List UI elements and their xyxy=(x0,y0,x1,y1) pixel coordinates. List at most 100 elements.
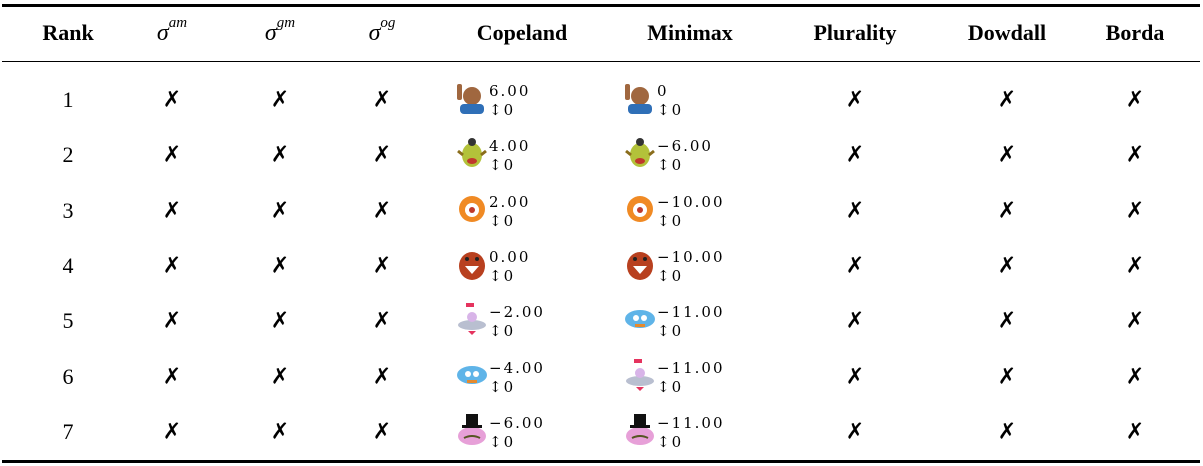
icon xyxy=(459,195,485,222)
header-rule xyxy=(2,61,1200,62)
cross-mark: ✗ xyxy=(845,87,865,113)
candidate-icon xyxy=(622,357,658,393)
cross-mark: ✗ xyxy=(270,364,290,389)
bottom-rule xyxy=(2,460,1200,463)
score: −10.00 xyxy=(657,192,725,211)
candidate-icon xyxy=(454,301,490,337)
cross-mark: ✗ xyxy=(162,87,182,113)
cross-mark: ✗ xyxy=(845,308,865,334)
icon xyxy=(626,358,654,391)
score: 0.00 xyxy=(489,247,531,266)
column-header: σog xyxy=(368,15,396,47)
candidate-icon xyxy=(454,412,490,448)
cross-mark: ✗ xyxy=(845,253,865,279)
cross-mark: ✗ xyxy=(162,198,182,224)
score: −4.00 xyxy=(489,358,545,377)
rank-change: ↕0 xyxy=(489,211,516,230)
score: 0 xyxy=(657,82,669,100)
sigma: σ xyxy=(264,20,277,46)
candidate-icon xyxy=(454,191,490,227)
cross-mark: ✗ xyxy=(997,308,1017,334)
rank-change: ↕0 xyxy=(657,101,684,119)
cross-mark: ✗ xyxy=(270,308,290,334)
candidate-icon xyxy=(454,135,490,171)
cross-mark: ✗ xyxy=(372,253,392,279)
cross-mark: ✗ xyxy=(372,419,392,445)
rank-change: ↕0 xyxy=(657,266,684,285)
cross-mark: ✗ xyxy=(372,364,392,389)
score: −2.00 xyxy=(489,303,545,322)
cross-mark: ✗ xyxy=(1125,308,1145,334)
cross-mark: ✗ xyxy=(270,142,290,168)
icon xyxy=(625,310,655,329)
rank-change: ↕0 xyxy=(657,322,684,341)
candidate-icon xyxy=(454,246,490,282)
cross-mark: ✗ xyxy=(845,198,865,224)
cross-mark: ✗ xyxy=(845,419,865,445)
column-header: Minimax xyxy=(647,20,733,45)
cross-mark: ✗ xyxy=(1125,419,1145,445)
cross-mark: ✗ xyxy=(997,198,1017,224)
rank: 1 xyxy=(62,87,74,112)
cross-mark: ✗ xyxy=(1125,364,1145,389)
cross-mark: ✗ xyxy=(372,87,392,113)
column-header: σam xyxy=(157,15,187,47)
cross-mark: ✗ xyxy=(997,253,1017,279)
cross-mark: ✗ xyxy=(845,142,865,168)
cross-mark: ✗ xyxy=(162,142,182,168)
icon xyxy=(627,251,653,280)
column-header: Borda xyxy=(1105,20,1165,45)
rank-change: ↕0 xyxy=(657,156,684,175)
candidate-icon xyxy=(454,80,490,116)
rank: 7 xyxy=(62,418,74,444)
cross-mark: ✗ xyxy=(270,419,290,445)
rank: 3 xyxy=(62,197,74,223)
cross-mark: ✗ xyxy=(1125,198,1145,224)
cross-mark: ✗ xyxy=(162,364,182,389)
score: 6.00 xyxy=(489,82,531,100)
icon xyxy=(457,84,484,114)
column-header: Dowdall xyxy=(967,20,1047,45)
candidate-icon xyxy=(622,135,658,171)
cross-mark: ✗ xyxy=(845,364,865,389)
superscript: og xyxy=(380,15,396,31)
cross-mark: ✗ xyxy=(372,198,392,224)
rank: 2 xyxy=(62,142,74,168)
superscript: gm xyxy=(276,15,296,31)
score: −11.00 xyxy=(657,303,725,322)
cross-mark: ✗ xyxy=(372,142,392,168)
cross-mark: ✗ xyxy=(270,87,290,113)
rank-change: ↕0 xyxy=(489,432,516,451)
score: −11.00 xyxy=(657,358,725,377)
icon xyxy=(458,303,486,336)
sigma: σ xyxy=(368,20,381,46)
score: −10.00 xyxy=(657,247,725,266)
candidate-icon xyxy=(454,357,490,393)
icon xyxy=(625,138,655,168)
rank-change: ↕0 xyxy=(657,211,684,230)
cross-mark: ✗ xyxy=(1125,253,1145,279)
icon xyxy=(457,365,487,384)
cross-mark: ✗ xyxy=(162,253,182,279)
icon xyxy=(459,251,485,280)
cross-mark: ✗ xyxy=(1125,142,1145,168)
rank-change: ↕0 xyxy=(489,322,516,341)
icon xyxy=(625,84,652,114)
icon xyxy=(458,413,486,445)
column-header: Copeland xyxy=(476,20,568,45)
score: −6.00 xyxy=(489,413,545,432)
cross-mark: ✗ xyxy=(997,87,1017,113)
icon xyxy=(626,413,654,445)
rank: 5 xyxy=(62,308,74,334)
rank-change: ↕0 xyxy=(489,266,516,285)
column-header: Rank xyxy=(42,20,94,45)
column-header: σgm xyxy=(264,15,295,47)
rank: 4 xyxy=(62,252,74,278)
icon xyxy=(627,195,653,222)
cross-mark: ✗ xyxy=(162,419,182,445)
cross-mark: ✗ xyxy=(270,253,290,279)
candidate-icon xyxy=(622,80,658,116)
score: −11.00 xyxy=(657,413,725,432)
rank-change: ↕0 xyxy=(489,377,516,396)
